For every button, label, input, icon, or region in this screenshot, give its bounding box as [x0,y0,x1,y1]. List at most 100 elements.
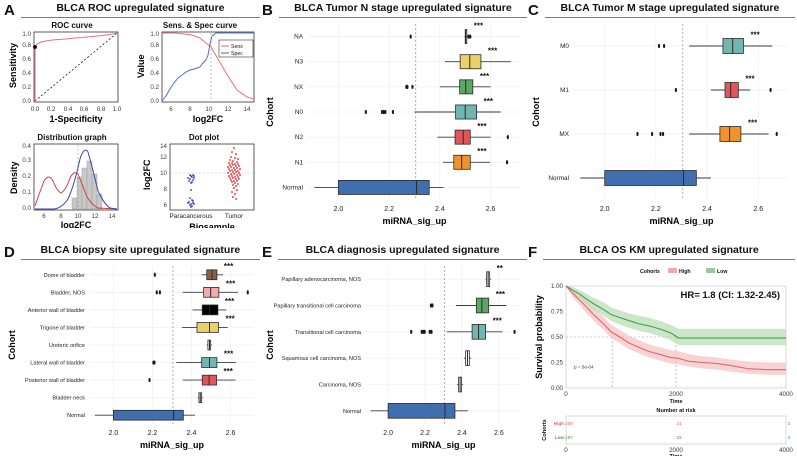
significance-stars: *** [226,279,236,288]
boxplot-group: Trigone of bladder *** [40,315,236,333]
boxplot-group: Dome of bladder *** [44,262,234,281]
sensspec-subtitle: Sens. & Spec curve [163,21,238,30]
significance-stars: *** [480,72,490,81]
distribution-ylabel: Density [9,161,19,194]
dotplot-tumor-points [227,147,241,200]
box-outlier [391,109,395,115]
svg-text:14: 14 [160,143,167,150]
boxplot-group: Lateral wall of bladder *** [30,350,237,368]
panel-f-title: BLCA OS KM upregulated signature [543,244,795,260]
km-x-tick: 0 [564,391,568,398]
significance-stars: *** [225,315,235,324]
svg-text:14: 14 [109,213,116,220]
panel-c-boxplot: M0 *** M1 *** MX *** Normal 2.0 2.2 2.4 2.6 miRNA_s… [531,24,789,226]
axis-x-tick: 2.0 [334,206,344,213]
dotplot-ylabel: log2FC [142,159,152,190]
panel-a: A BLCA ROC upregulated signature ROC cur… [4,2,260,238]
roc-subtitle: ROC curve [51,21,93,30]
risk-x-tick: 0 [564,447,568,454]
risk-table-title: Number at risk [656,408,696,414]
svg-text:6: 6 [42,213,46,220]
axis-x-tick: 2.2 [384,206,394,213]
box-category-label: M0 [560,43,569,50]
box-outlier [246,290,249,295]
box-category-label: Papillary transitional cell carcinoma [274,304,362,310]
box-outlier [406,84,409,89]
significance-stars: *** [748,119,758,128]
boxplot-group: Transitional cell carcinoma *** [295,316,516,340]
box-rect [196,322,219,333]
panel-b: B BLCA Tumor N stage upregulated signatu… [262,2,527,238]
boxplot-group: Papillary adenocarcinoma, NOS ** [281,264,504,287]
box-category-label: NX [294,84,304,91]
box-category-label: MX [559,131,569,138]
boxplot-group: Bladder neck [52,392,203,403]
km-y-tick: 0.00 [551,385,564,392]
box-rect [387,403,456,419]
boxplot-group: N0 *** [295,97,501,120]
svg-text:Sens: Sens [231,44,243,50]
svg-text:Paracancerous: Paracancerous [170,213,213,220]
km-legend-title: Cohorts [640,269,660,275]
boxplot-group: N2 *** [295,122,509,145]
box-outlier [153,360,156,365]
box-category-label: Dome of bladder [44,273,85,279]
panel-d: D BLCA biopsy site upregulated signature… [4,244,260,462]
risk-x-tick: 2000 [669,447,683,454]
box-category-label: Ureteric orifice [49,343,85,349]
plot-area [366,266,521,424]
boxplot-group: N1 *** [295,147,509,170]
risk-count: 33 [676,435,682,440]
box-rect [338,179,430,195]
km-x-tick: 4000 [779,391,793,398]
panel-e-header: E BLCA diagnosis upregulated signature [262,244,527,260]
km-legend-label: Low [717,269,728,275]
risk-count: 21 [676,421,682,426]
significance-stars: *** [488,47,498,56]
box-category-label: Papillary adenocarcinoma, NOS [281,277,361,283]
box-rect [454,129,471,145]
box-outlier [769,87,772,93]
svg-text:0.8: 0.8 [97,106,106,113]
axis-x-tick: 2.2 [651,206,661,213]
box-rect [113,409,184,421]
svg-text:Tumor: Tumor [225,213,244,220]
axis-x-tick: 2.0 [383,430,393,437]
box-outlier [428,329,431,334]
km-confidence-band [566,286,786,346]
box-category-label: N3 [295,59,304,66]
box-outlier [650,131,654,137]
significance-stars: *** [750,31,760,40]
svg-text:0.8: 0.8 [150,42,159,49]
km-hr-text: HR= 1.8 (CI: 1.32-2.45) [680,290,780,301]
box-category-label: Normal [343,409,361,415]
svg-text:6: 6 [164,202,168,209]
panel-b-title: BLCA Tumor N stage upregulated signature [278,2,527,18]
axis-x-label: miRNA_sig_up [140,440,205,450]
axis-x-tick: 2.4 [187,430,197,437]
sensspec-legend: Sens Spec [218,39,254,58]
box-outlier [423,329,426,334]
svg-text:0.4: 0.4 [22,70,31,77]
roc-ylabel: Sensitivity [8,43,18,88]
svg-text:10: 10 [206,106,213,113]
box-outlier [467,34,470,39]
box-category-label: NA [294,34,304,41]
box-outlier [775,131,778,137]
axis-y-label: Cohort [531,97,541,127]
svg-text:1.0: 1.0 [113,106,122,113]
significance-stars: *** [745,75,755,84]
svg-text:0.2: 0.2 [47,106,56,113]
km-survival-curve [565,285,786,371]
box-outlier [505,160,509,165]
box-outlier [636,131,639,137]
risk-x-tick: 4000 [779,447,793,454]
panel-f-letter: F [528,243,538,261]
svg-text:0.4: 0.4 [22,143,31,150]
box-outlier [659,131,662,137]
box-rect [201,304,219,316]
distribution-histogram [71,160,103,210]
axis-x-tick: 2.0 [600,206,610,213]
box-outlier [674,87,677,93]
box-outlier [409,34,412,39]
